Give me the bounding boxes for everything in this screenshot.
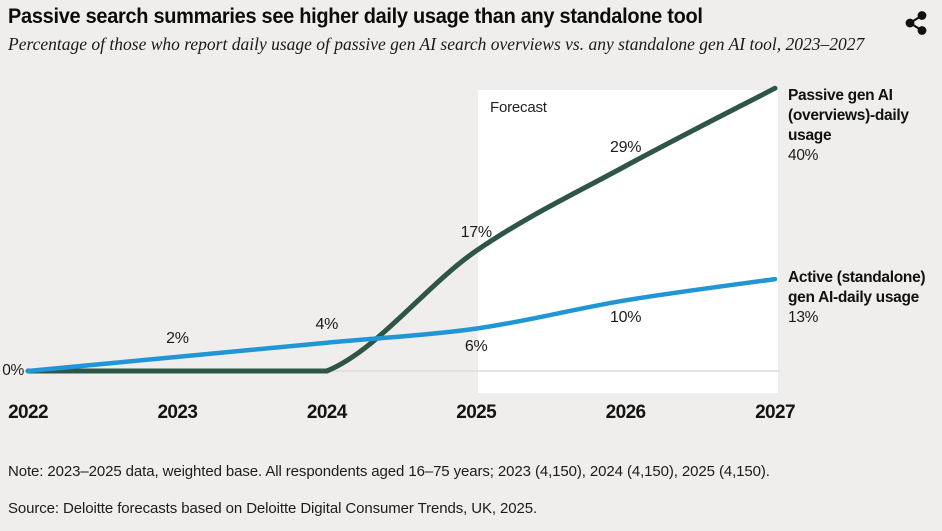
y-axis-zero-label: 0% [2, 362, 24, 379]
x-axis-tick-label: 2027 [755, 402, 795, 423]
data-point-label: 17% [460, 223, 492, 241]
forecast-region [478, 90, 778, 393]
legend-passive-label: Passive gen AI (overviews)-daily usage [788, 87, 909, 144]
legend-passive: Passive gen AI (overviews)-daily usage 4… [788, 86, 940, 166]
share-icon [905, 11, 927, 35]
data-point-label: 4% [315, 315, 339, 333]
x-axis-tick-label: 2022 [8, 402, 48, 423]
x-axis-tick-label: 2024 [306, 402, 347, 423]
data-point-label: 6% [464, 337, 488, 355]
source-text: Source: Deloitte forecasts based on Delo… [8, 500, 538, 517]
legend-active-value: 13% [788, 309, 819, 326]
legend-active: Active (standalone) gen AI-daily usage 1… [788, 268, 940, 328]
note-text: Note: 2023–2025 data, weighted base. All… [8, 463, 770, 480]
data-point-label: 10% [610, 309, 642, 327]
data-point-label: 29% [610, 138, 642, 156]
chart-title: Passive search summaries see higher dail… [8, 5, 703, 28]
legend-active-label: Active (standalone) gen AI-daily usage [788, 269, 926, 306]
forecast-label: Forecast [490, 99, 547, 116]
x-axis-tick-label: 2026 [605, 402, 646, 423]
data-point-label: 2% [166, 329, 189, 347]
x-axis-tick-label: 2023 [157, 402, 198, 423]
legend-passive-value: 40% [788, 147, 819, 164]
chart-subtitle: Percentage of those who report daily usa… [8, 34, 865, 54]
x-axis-tick-label: 2025 [456, 402, 497, 423]
share-button[interactable] [901, 8, 931, 38]
